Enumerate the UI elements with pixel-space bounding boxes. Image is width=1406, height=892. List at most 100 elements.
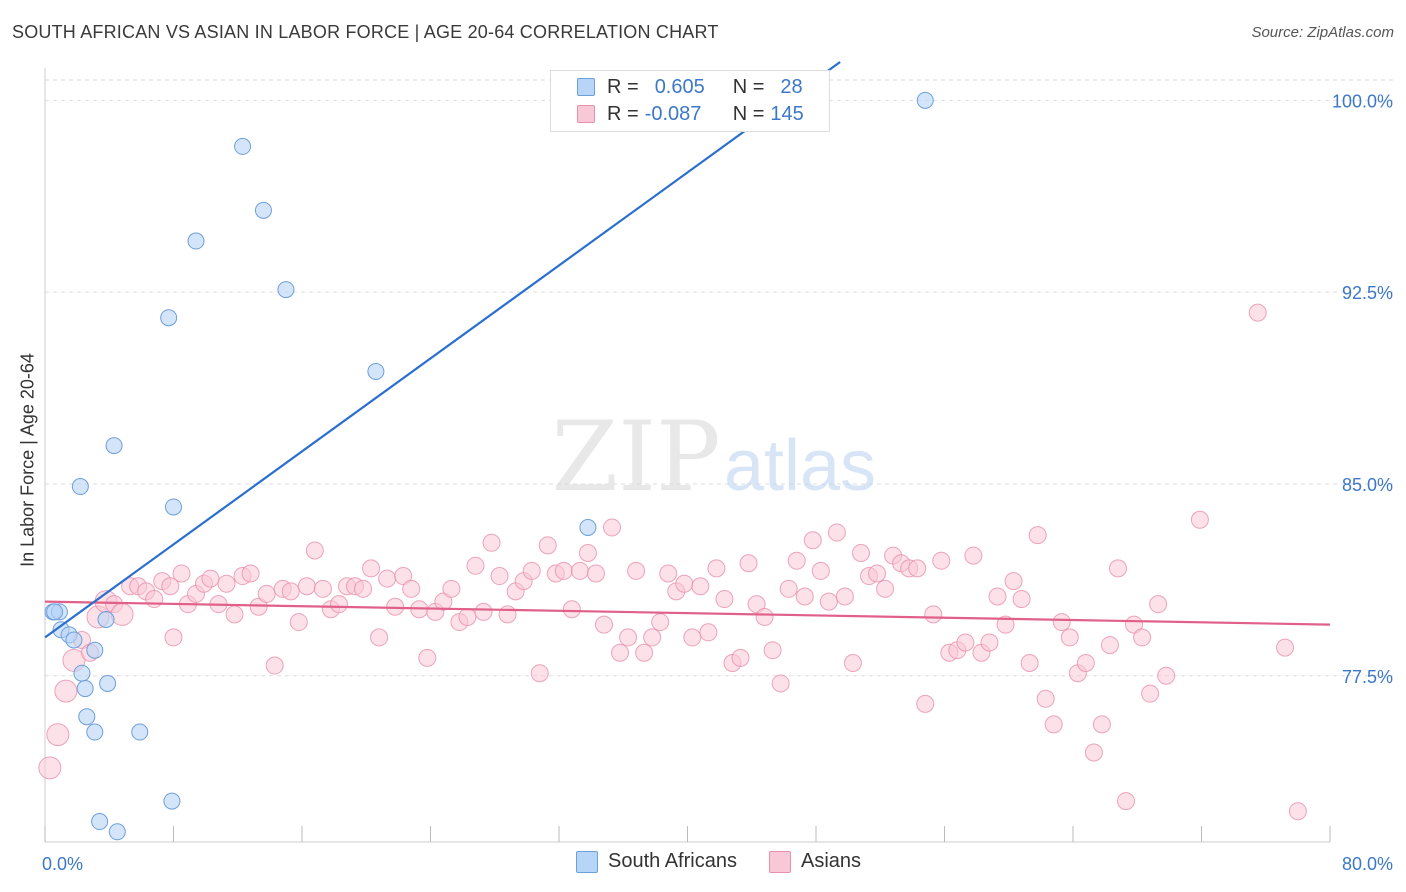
asians-point [201,569,220,588]
asians-point [779,579,798,598]
asians-point [1060,628,1079,647]
y-tick-label: 100.0% [1332,91,1393,111]
asians-point [787,551,806,570]
south-africans-point [105,437,123,455]
asians-point [683,628,702,647]
asians-point [932,551,951,570]
n-label: N = [732,75,765,98]
south-africans-point [277,281,295,299]
asians-point [1028,526,1047,545]
legend-item-south-africans[interactable]: South Africans [576,850,737,873]
asians-point [1149,595,1168,614]
asians-point [434,592,453,611]
south-africans-point [108,823,126,841]
legend-label: South Africans [608,850,737,872]
asians-points [38,303,1307,821]
asians-point [819,592,838,611]
asians-point [627,561,646,580]
south-africans-point [916,91,934,109]
asians-point [651,613,670,632]
asians-point [1248,303,1267,322]
asians-point [442,579,461,598]
asians-point [803,531,822,550]
n-label: N = [732,102,765,125]
asians-point [418,648,437,667]
asians-point [329,595,348,614]
asians-point [378,569,397,588]
y-tick-label: 92.5% [1342,283,1393,303]
r-label: R = [607,102,639,125]
asians-point [1157,666,1176,685]
asians-point [305,541,324,560]
asians-point [498,605,517,624]
legend-item-asians[interactable]: Asians [769,850,861,873]
asians-point [370,628,389,647]
asians-point [1141,684,1160,703]
asians-point [851,544,870,563]
asians-point [1076,653,1095,672]
n-value: 145 [770,102,804,125]
asians-point [1190,510,1209,529]
asians-point [924,605,943,624]
asians-point [394,567,413,586]
asians-point [739,554,758,573]
asians-point [1100,636,1119,655]
asians-point [635,643,654,662]
asians-point [164,628,183,647]
asians-point [538,536,557,555]
asians-point [1276,638,1295,657]
asians-point [530,664,549,683]
asians-point [458,607,477,626]
asians-point [691,577,710,596]
asians-point [474,602,493,621]
n-value: 28 [780,75,803,98]
y-axis-label: In Labor Force | Age 20-64 [17,353,38,567]
stats-row-south-africans: R = 0.605 N = 28 [551,74,803,100]
legend-label: Asians [801,850,862,872]
asians-point [578,544,597,563]
r-value: 0.605 [654,75,705,98]
asians-point [956,633,975,652]
asians-point [771,674,790,693]
south-africans-point [78,708,96,726]
asians-point [161,577,180,596]
watermark-atlas: atlas [724,426,876,506]
y-tick-label: 77.5% [1342,667,1393,687]
south-africans-point [131,723,149,741]
south-africans-point [187,232,205,250]
axes [44,68,1331,843]
asians-point [1020,653,1039,672]
asians-point [763,641,782,660]
south-africans-swatch [577,78,595,96]
asians-point [1117,792,1136,811]
stats-legend: R = 0.605 N = 28 R = -0.087 N = 145 [550,70,830,132]
asians-point [145,590,164,609]
x-tick-label-max: 80.0% [1342,854,1393,874]
south-africans-point [86,641,104,659]
asians-point [988,587,1007,606]
south-africans-point [163,792,181,810]
asians-point [1092,715,1111,734]
asians-point [1052,613,1071,632]
watermark-zip: ZIP [551,401,720,513]
asians-point [1288,802,1307,821]
asians-point [297,577,316,596]
asians-point [110,602,134,626]
asians-point [217,574,236,593]
asians-point [586,564,605,583]
asians-point [827,523,846,542]
asians-point [964,546,983,565]
asians-point [916,694,935,713]
asians-point [522,561,541,580]
asians-point [257,584,276,603]
south-africans-point [97,611,115,629]
asians-point [54,679,78,703]
asians-point [1044,715,1063,734]
asians-point [843,653,862,672]
south-africans-point [99,674,117,692]
asians-point [699,623,718,642]
south-africans-point [234,137,252,155]
south-africans-point [86,723,104,741]
asians-point [241,564,260,583]
